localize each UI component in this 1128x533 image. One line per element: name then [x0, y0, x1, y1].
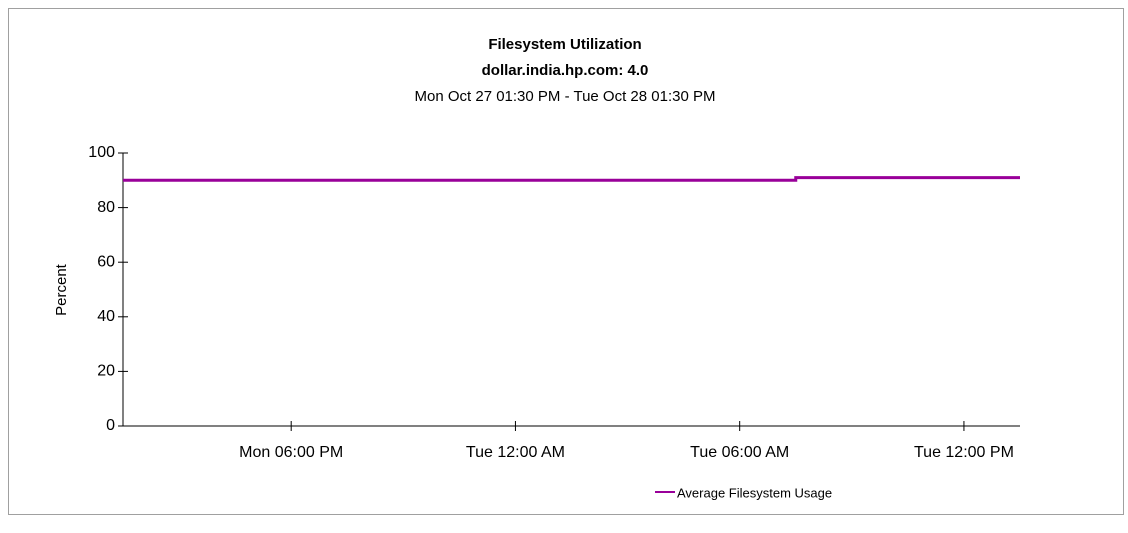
y-tick-label: 0: [106, 417, 115, 434]
y-axis-label: Percent: [53, 263, 70, 316]
y-tick-label: 80: [97, 199, 115, 216]
x-tick-label: Tue 12:00 AM: [466, 444, 565, 461]
chart-subtitle: dollar.india.hp.com: 4.0: [482, 62, 649, 79]
y-tick-label: 100: [88, 144, 115, 161]
x-tick-label: Tue 12:00 PM: [914, 444, 1014, 461]
x-tick-label: Tue 06:00 AM: [690, 444, 789, 461]
y-tick-label: 20: [97, 363, 115, 380]
chart-title: Filesystem Utilization: [488, 36, 641, 53]
legend-label: Average Filesystem Usage: [677, 485, 832, 500]
y-tick-label: 60: [97, 253, 115, 270]
y-tick-label: 40: [97, 308, 115, 325]
time-range: Mon Oct 27 01:30 PM - Tue Oct 28 01:30 P…: [415, 88, 716, 105]
chart-frame: [8, 8, 1124, 515]
x-tick-label: Mon 06:00 PM: [239, 444, 343, 461]
series-line: [123, 176, 1020, 182]
